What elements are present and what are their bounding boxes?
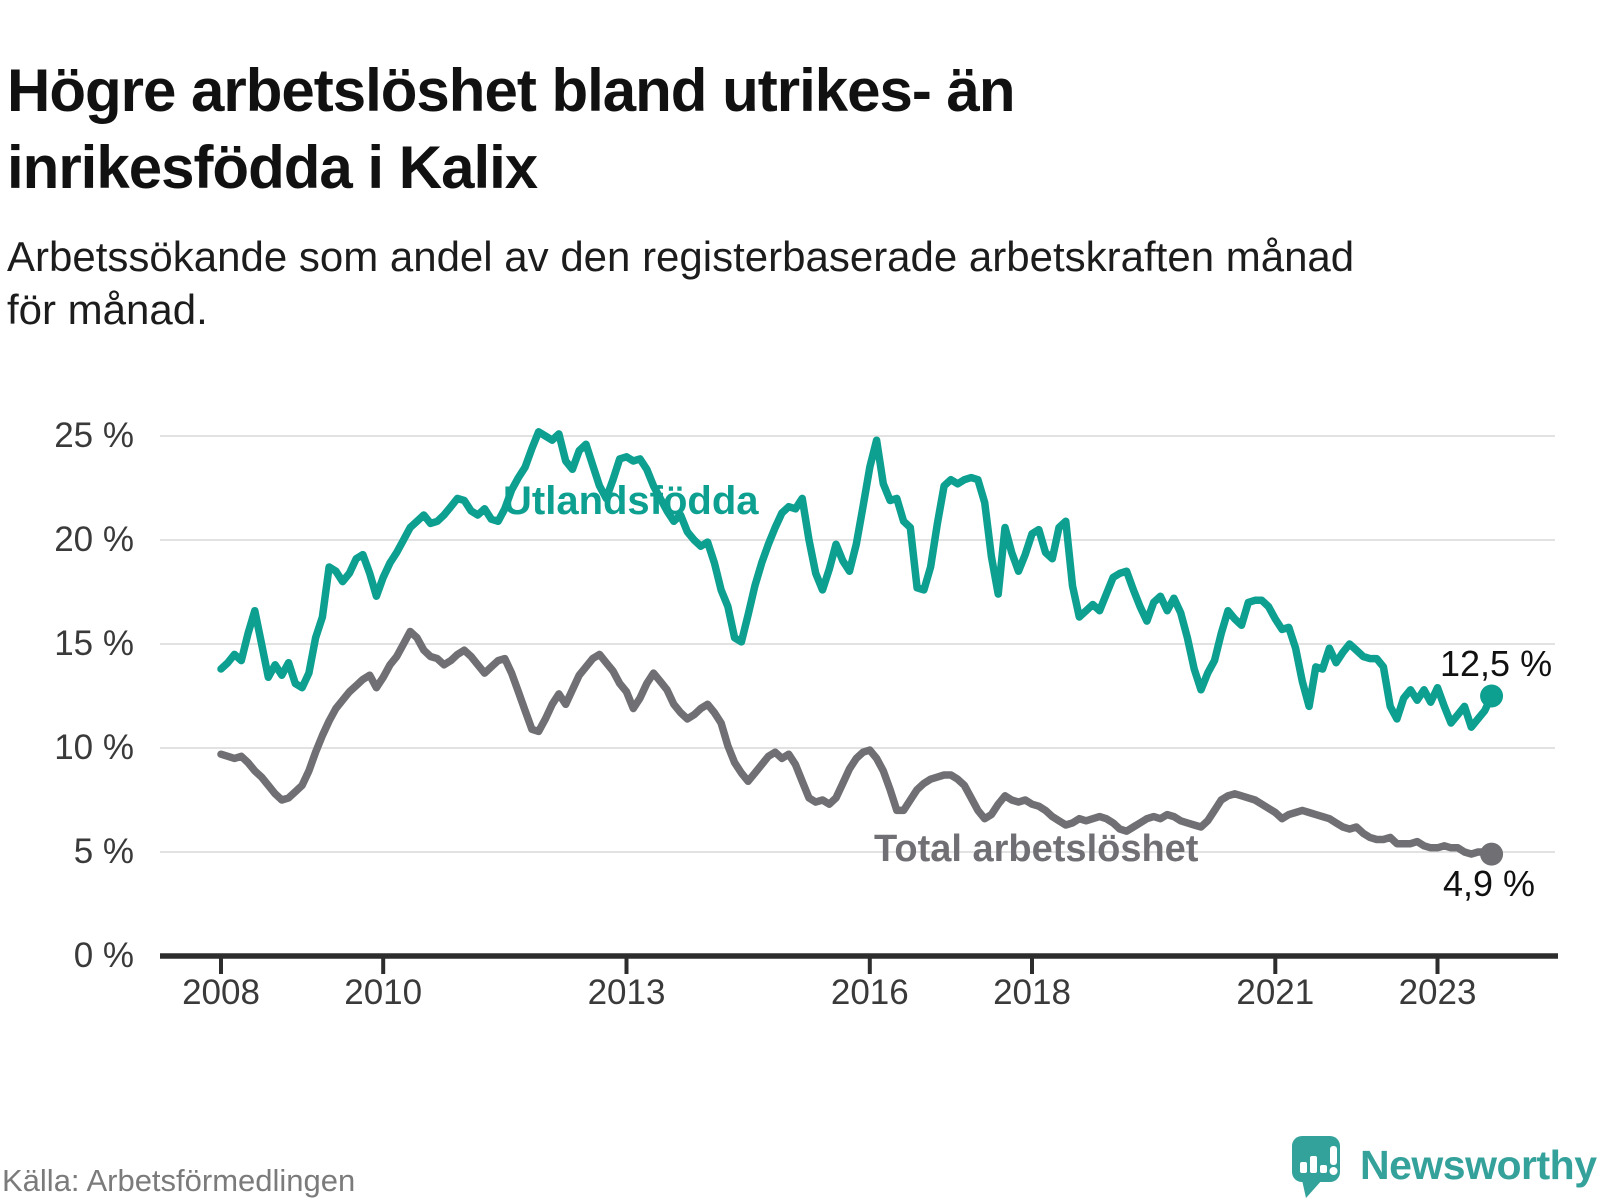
x-tick-label: 2023 (1398, 973, 1477, 1012)
y-tick-label: 0 % (73, 936, 134, 975)
line-total-arbetsl-shet (217, 627, 1496, 858)
x-tick-label: 2010 (344, 973, 423, 1012)
subtitle-line-2: för månad. (7, 286, 208, 333)
title-line-1: Högre arbetslöshet bland utrikes- än (7, 57, 1016, 125)
x-tick-label: 2008 (182, 973, 260, 1012)
end-value-label-total: 4,9 % (1443, 863, 1536, 904)
y-tick-label: 10 % (54, 728, 134, 767)
x-tick-label: 2016 (830, 973, 909, 1012)
subtitle-line-1: Arbetssökande som andel av den registerb… (7, 233, 1355, 280)
end-value-label-utlandsfodda: 12,5 % (1440, 643, 1553, 684)
line-utlandsf-dda (217, 428, 1496, 731)
page-title: Högre arbetslöshet bland utrikes- än inr… (7, 52, 1016, 206)
y-tick-label: 20 % (54, 520, 134, 559)
brand-name: Newsworthy (1360, 1142, 1597, 1188)
y-tick-label: 5 % (73, 832, 134, 871)
x-tick-label: 2018 (993, 973, 1071, 1012)
end-dot-total (1480, 842, 1504, 866)
end-dot-utlandsfodda (1480, 684, 1504, 708)
newsworthy-logo: Newsworthy (1292, 1136, 1597, 1200)
title-line-2: inrikesfödda i Kalix (7, 134, 538, 202)
page-subtitle: Arbetssökande som andel av den registerb… (7, 230, 1354, 336)
x-tick-label: 2021 (1236, 973, 1315, 1012)
series-label-total-arbetsloshet: Total arbetslöshet (874, 828, 1199, 870)
newsworthy-bubble-chart-icon (1292, 1136, 1340, 1198)
x-tick-label: 2013 (587, 973, 666, 1012)
y-tick-label: 25 % (54, 416, 134, 455)
source-note: Källa: Arbetsförmedlingen (2, 1163, 356, 1198)
series-label-utlandsfodda: Utlandsfödda (503, 479, 759, 523)
y-tick-label: 15 % (54, 624, 134, 663)
